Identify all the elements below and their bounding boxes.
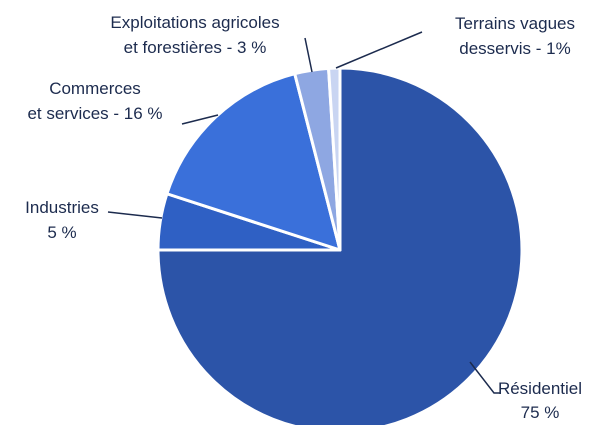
- slice-label: 75 %: [521, 403, 560, 422]
- pie-slice: [327, 66, 342, 252]
- pie-slice: [165, 72, 342, 252]
- leader-line: [469, 361, 500, 394]
- slice-label: et forestières - 3 %: [124, 38, 267, 57]
- slice-label: Terrains vagues: [455, 14, 575, 33]
- leader-line: [181, 114, 219, 125]
- slice-label: 5 %: [47, 223, 76, 242]
- leader-line: [107, 211, 163, 219]
- slice-label: Résidentiel: [498, 379, 582, 398]
- slice-label: Commerces: [49, 79, 141, 98]
- leader-line: [335, 31, 423, 69]
- pie-slice: [156, 66, 524, 425]
- leader-line: [304, 37, 313, 73]
- slice-label: et services - 16 %: [27, 104, 162, 123]
- slice-label: Industries: [25, 198, 99, 217]
- slice-label: desservis - 1%: [459, 39, 570, 58]
- slice-label: Exploitations agricoles: [110, 13, 279, 32]
